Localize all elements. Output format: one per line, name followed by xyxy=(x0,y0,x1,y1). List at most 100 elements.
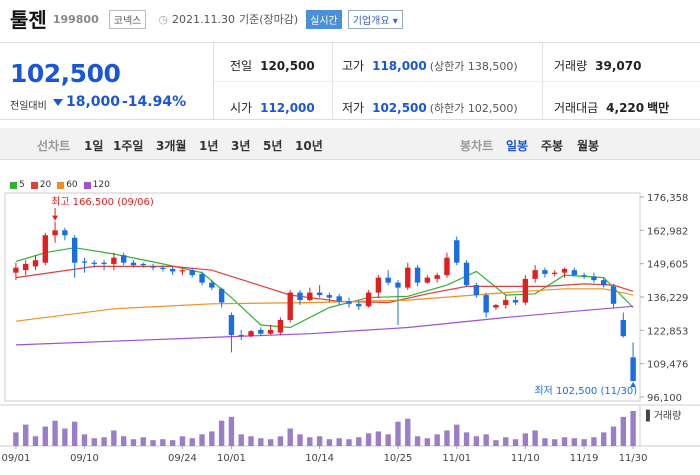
candle[interactable] xyxy=(297,292,303,301)
candle[interactable] xyxy=(414,267,421,283)
candle[interactable] xyxy=(503,300,509,306)
tab-weekly[interactable]: 주봉 xyxy=(541,139,564,153)
candle[interactable] xyxy=(130,262,137,266)
candle[interactable] xyxy=(218,288,225,303)
volume-bar[interactable] xyxy=(52,420,58,446)
candle[interactable] xyxy=(248,331,254,337)
volume-bar[interactable] xyxy=(346,439,352,446)
candle[interactable] xyxy=(493,305,499,308)
candle[interactable] xyxy=(571,270,578,276)
candle[interactable] xyxy=(346,301,352,304)
volume-bar[interactable] xyxy=(258,438,264,446)
candle[interactable] xyxy=(62,230,68,236)
candle[interactable] xyxy=(581,275,587,277)
volume-bar[interactable] xyxy=(326,439,333,446)
candle[interactable] xyxy=(522,278,529,303)
candle[interactable] xyxy=(228,315,235,335)
volume-bar[interactable] xyxy=(473,436,480,446)
volume-bar[interactable] xyxy=(463,432,470,446)
candle[interactable] xyxy=(160,267,166,269)
volume-bar[interactable] xyxy=(169,440,176,446)
company-info-dropdown[interactable]: 기업개요 ▾ xyxy=(347,9,403,29)
candle[interactable] xyxy=(307,292,313,301)
candle[interactable] xyxy=(326,295,333,298)
candle[interactable] xyxy=(434,275,440,279)
candle[interactable] xyxy=(71,237,78,263)
tab-1d[interactable]: 1일 xyxy=(84,139,104,153)
volume-bar[interactable] xyxy=(552,439,558,446)
candle[interactable] xyxy=(591,276,597,281)
volume-bar[interactable] xyxy=(522,433,529,446)
candle[interactable] xyxy=(454,240,460,263)
candle[interactable] xyxy=(365,292,372,307)
volume-bar[interactable] xyxy=(454,424,460,446)
candle[interactable] xyxy=(169,268,176,272)
volume-bar[interactable] xyxy=(561,437,568,446)
legend-ma5[interactable]: 5 xyxy=(10,180,25,190)
volume-bar[interactable] xyxy=(444,430,450,446)
volume-bar[interactable] xyxy=(199,434,205,446)
volume-bar[interactable] xyxy=(277,436,284,446)
candle[interactable] xyxy=(552,272,558,274)
volume-bar[interactable] xyxy=(503,437,509,446)
volume-bar[interactable] xyxy=(316,436,323,446)
candle[interactable] xyxy=(532,270,538,279)
candle[interactable] xyxy=(189,270,195,276)
volume-bar[interactable] xyxy=(248,436,254,446)
volume-bar[interactable] xyxy=(307,437,313,446)
volume-bar[interactable] xyxy=(218,420,225,446)
volume-bar[interactable] xyxy=(228,416,235,446)
volume-bar[interactable] xyxy=(620,416,626,446)
candle[interactable] xyxy=(620,319,626,337)
candle[interactable] xyxy=(81,261,88,263)
volume-bar[interactable] xyxy=(385,434,391,446)
candle[interactable] xyxy=(630,357,636,382)
volume-bar[interactable] xyxy=(209,431,215,446)
volume-bar[interactable] xyxy=(375,431,382,446)
volume-bar[interactable] xyxy=(238,434,244,446)
volume-bar[interactable] xyxy=(630,411,636,446)
volume-bar[interactable] xyxy=(434,434,440,446)
volume-bar[interactable] xyxy=(591,437,597,446)
legend-ma120[interactable]: 120 xyxy=(83,180,110,190)
candle[interactable] xyxy=(336,296,342,302)
candle[interactable] xyxy=(356,303,362,307)
candle[interactable] xyxy=(287,292,293,320)
candle[interactable] xyxy=(316,292,323,296)
volume-bar[interactable] xyxy=(130,439,137,446)
candle[interactable] xyxy=(42,235,48,263)
volume-bar[interactable] xyxy=(405,418,411,446)
candle[interactable] xyxy=(179,270,186,272)
volume-bar[interactable] xyxy=(581,439,587,446)
candle[interactable] xyxy=(101,262,107,264)
candle[interactable] xyxy=(267,329,274,334)
candle[interactable] xyxy=(512,300,519,303)
candle[interactable] xyxy=(561,268,568,273)
candle[interactable] xyxy=(258,329,264,334)
legend-ma20[interactable]: 20 xyxy=(30,180,51,190)
volume-bar[interactable] xyxy=(493,440,499,446)
candle[interactable] xyxy=(32,260,39,267)
volume-bar[interactable] xyxy=(365,433,372,446)
candle[interactable] xyxy=(610,286,617,304)
volume-bar[interactable] xyxy=(42,426,48,446)
volume-bar[interactable] xyxy=(150,440,156,446)
volume-bar[interactable] xyxy=(267,439,274,446)
tab-10y[interactable]: 10년 xyxy=(295,139,323,153)
tab-5y[interactable]: 5년 xyxy=(263,139,283,153)
volume-bar[interactable] xyxy=(120,436,127,446)
volume-bar[interactable] xyxy=(610,426,617,446)
tab-1w[interactable]: 1주일 xyxy=(113,139,144,153)
realtime-button[interactable]: 실시간 xyxy=(306,9,342,29)
volume-bar[interactable] xyxy=(542,438,548,446)
volume-bar[interactable] xyxy=(160,439,166,446)
volume-bar[interactable] xyxy=(81,434,88,446)
candle[interactable] xyxy=(199,273,205,283)
candle[interactable] xyxy=(140,263,146,266)
candle[interactable] xyxy=(150,266,156,268)
candle[interactable] xyxy=(405,267,411,288)
volume-bar[interactable] xyxy=(395,421,401,446)
candle[interactable] xyxy=(13,267,19,273)
candlestick-chart[interactable]: 176,358 162,982 149,605 136,229 122,853 109,4… xyxy=(0,184,700,475)
candle[interactable] xyxy=(444,257,450,276)
